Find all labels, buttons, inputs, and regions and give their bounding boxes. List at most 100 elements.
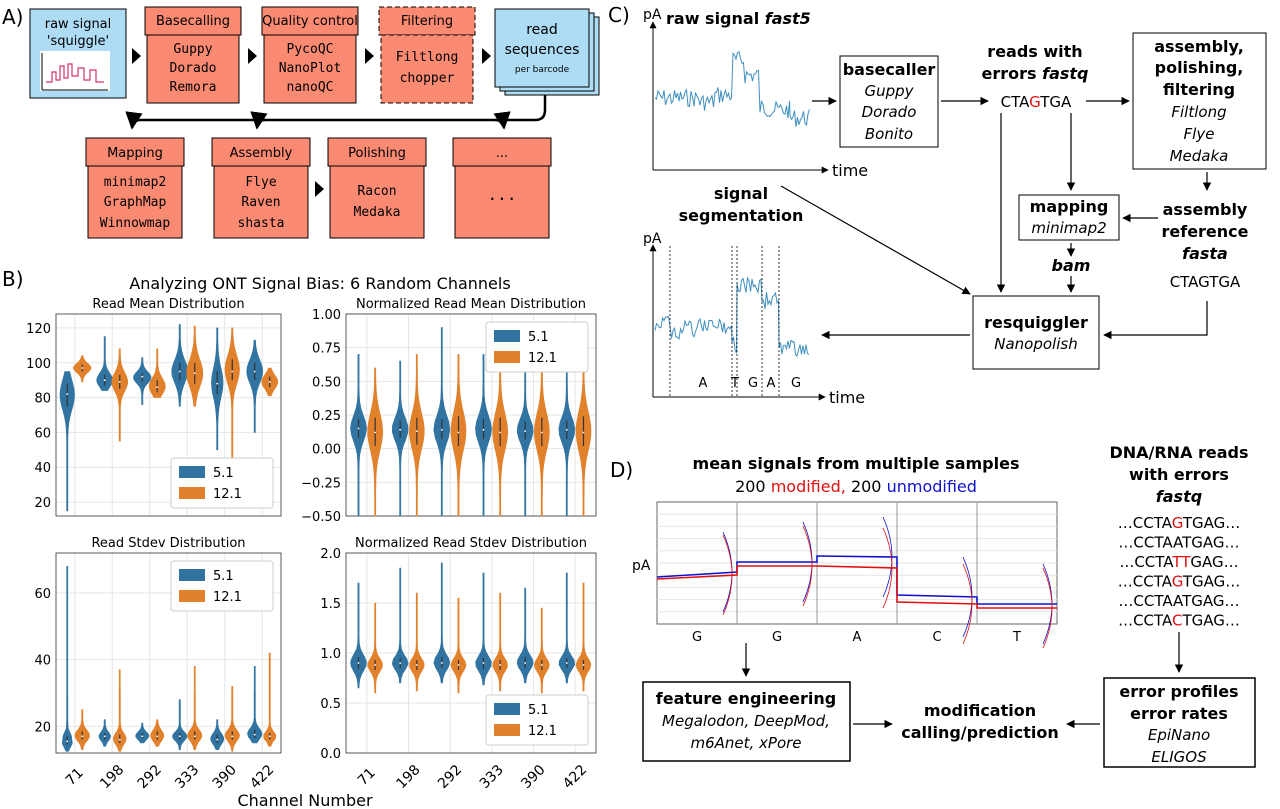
x-tick-label: 198 <box>97 762 127 792</box>
legend-swatch <box>179 590 205 602</box>
violin-median <box>216 738 219 741</box>
read-sequences-line1: read <box>526 22 558 38</box>
violin-median <box>482 662 485 664</box>
y-tick-label: 0.5 <box>320 697 341 712</box>
violin-median <box>103 379 106 382</box>
mapping-title: Mapping <box>107 146 163 161</box>
read-error-base: G <box>1172 514 1183 532</box>
violin-median <box>499 664 502 666</box>
mean-signals-title: mean signals from multiple samples <box>693 454 1020 473</box>
resquiggler-tool: Nanopolish <box>994 335 1077 353</box>
violin-median <box>141 375 144 378</box>
y-tick-label: 20 <box>34 720 51 735</box>
mapping-c-tool: minimap2 <box>1031 219 1106 237</box>
base-label: G <box>791 376 801 391</box>
error-profiles-line: error profiles <box>1119 682 1238 701</box>
y-tick-label: 60 <box>34 587 51 602</box>
subplot-title: Normalized Read Mean Distribution <box>356 297 586 312</box>
y-tick-label: 0.00 <box>312 443 341 458</box>
violin-median <box>357 427 360 430</box>
resquiggler-box: resquiggler Nanopolish <box>972 295 1100 370</box>
violin-median <box>66 740 69 743</box>
more-tools-body: ... <box>488 185 517 204</box>
x-tick-label: 292 <box>135 762 165 792</box>
violin-median <box>524 662 527 664</box>
more-tools-title: ... <box>496 146 508 161</box>
violin-median <box>231 370 234 373</box>
violin-mark <box>475 572 492 686</box>
violin-median <box>540 431 543 434</box>
distribution-curve <box>882 516 893 598</box>
read-sequence: CTAGTGA <box>1001 93 1072 111</box>
d-base-label: C <box>932 630 941 645</box>
reads-errors-line2: errors fastq <box>981 64 1088 83</box>
violin-median <box>415 430 418 433</box>
filtering-tool: chopper <box>400 71 455 86</box>
basecaller-tool: Guppy <box>864 82 914 100</box>
legend-label: 12.1 <box>213 590 242 605</box>
violin-mark <box>558 572 576 684</box>
quality-control-title: Quality control <box>262 14 358 29</box>
violin-median <box>457 664 460 666</box>
violin-median <box>482 428 485 431</box>
distribution-curve <box>882 527 893 609</box>
violin-median <box>193 735 196 738</box>
panel-a: A) raw signal 'squiggle' Basecalling Gup… <box>2 5 600 239</box>
violin-median <box>66 393 69 396</box>
read-error-base: TT <box>1171 553 1191 571</box>
violin-mark <box>533 607 550 694</box>
violin-mark <box>247 666 263 744</box>
basecalling-tool: Remora <box>170 80 217 95</box>
mean-signal-plot <box>656 501 1058 649</box>
legend-swatch <box>494 351 520 363</box>
legend-label: 12.1 <box>213 487 242 502</box>
assembly-line: filtering <box>1163 80 1235 99</box>
legend-label: 5.1 <box>213 569 234 584</box>
read-segment: …CCTAATGAG… <box>1118 534 1239 552</box>
assembly-tool: Flye <box>245 175 276 190</box>
y-tick-label: 2.0 <box>320 547 341 562</box>
violin-median <box>81 735 84 738</box>
raw-signal-title: raw signal fast5 <box>666 9 811 28</box>
violin-median <box>193 372 196 375</box>
error-profiles-tool: ELIGOS <box>1151 748 1207 766</box>
violin-median <box>565 428 568 431</box>
feature-engineering-box: feature engineering Megalodon, DeepMod, … <box>642 681 851 762</box>
d-base-label: A <box>853 630 862 645</box>
violin-median <box>178 735 181 738</box>
basecalling-box: Basecalling Guppy Dorado Remora <box>144 6 242 104</box>
violin-median <box>253 370 256 373</box>
violin-mark <box>263 652 277 747</box>
feature-eng-title: feature engineering <box>656 689 836 708</box>
violin-mark <box>350 582 367 689</box>
assembly-tool: shasta <box>238 216 285 231</box>
read-list: …CCTAGTGAG……CCTAATGAG……CCTATTGAG……CCTAGT… <box>1118 514 1240 630</box>
y-tick-label: 1.00 <box>312 308 341 323</box>
chart-xlabel: Channel Number <box>237 791 372 809</box>
panel-a-label: A) <box>2 5 23 29</box>
basecalling-tool: Guppy <box>173 42 212 57</box>
chart-suptitle: Analyzing ONT Signal Bias: 6 Random Chan… <box>129 274 510 293</box>
qc-tool: nanoQC <box>287 80 334 95</box>
legend: 5.1 12.1 <box>170 560 274 612</box>
assembly-line: assembly, <box>1154 37 1244 56</box>
legend-label: 5.1 <box>213 466 234 481</box>
violin-median <box>231 735 234 738</box>
y-tick-label: −0.25 <box>301 476 341 491</box>
panel-c: C) pA time raw signal fast5 basecaller G… <box>608 3 1267 407</box>
panel-b-label: B) <box>2 267 24 291</box>
violin-mark <box>516 587 534 684</box>
violin-mark <box>148 348 166 398</box>
violin-median <box>565 662 568 664</box>
violin-mark <box>74 709 90 750</box>
segmentation-line: segmentation <box>679 206 804 225</box>
legend-label: 5.1 <box>528 703 549 718</box>
x-tick-label: 333 <box>477 762 507 792</box>
legend-swatch <box>494 703 520 715</box>
violin-median <box>156 386 159 389</box>
read-sequences-line3: per barcode <box>515 65 570 75</box>
read-sequences-box: read sequences per barcode <box>494 8 600 96</box>
flow-arrows <box>780 96 1212 340</box>
d-base-label: G <box>692 630 702 645</box>
